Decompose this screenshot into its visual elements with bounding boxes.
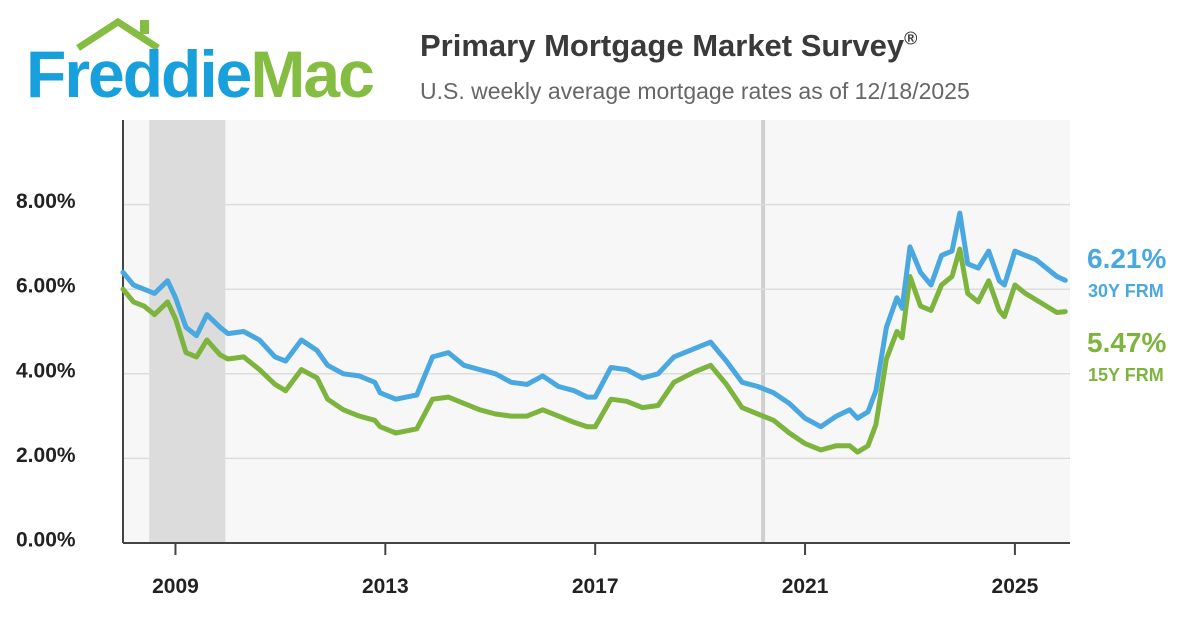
x-tick-label-3: 2021 <box>782 575 829 598</box>
chart-title: Primary Mortgage Market Survey® <box>420 28 917 64</box>
end-value-15y-frm: 5.47% <box>1087 327 1166 358</box>
series-line-15y-frm <box>120 246 1068 455</box>
x-tick-label-4: 2025 <box>992 575 1039 598</box>
x-tick-label-1: 2013 <box>362 575 409 598</box>
chart-title-text: Primary Mortgage Market Survey <box>420 28 905 63</box>
end-value-30y-frm: 6.21% <box>1087 243 1166 274</box>
y-tick-label-4: 8.00% <box>16 190 76 213</box>
logo-text-mac: Mac <box>250 37 374 111</box>
end-name-15y-frm: 15Y FRM <box>1088 365 1164 385</box>
end-name-30y-frm: 30Y FRM <box>1088 281 1164 301</box>
house-roof-icon <box>76 18 160 51</box>
x-tick-label-2: 2017 <box>572 575 619 598</box>
y-tick-label-3: 6.00% <box>16 275 76 298</box>
logo-text-freddie: Freddie <box>26 37 252 111</box>
logo-wordmark: FreddieMac <box>26 36 375 112</box>
x-tick-label-0: 2009 <box>152 575 199 598</box>
chart-subtitle: U.S. weekly average mortgage rates as of… <box>420 78 970 104</box>
y-tick-label-0: 0.00% <box>16 529 76 552</box>
registered-mark: ® <box>904 28 918 49</box>
y-tick-label-2: 4.00% <box>16 359 76 382</box>
freddie-mac-logo: FreddieMac <box>26 18 386 111</box>
plot-area <box>123 120 1070 543</box>
series-line-30y-frm <box>120 210 1068 430</box>
y-tick-label-1: 2.00% <box>16 444 76 467</box>
